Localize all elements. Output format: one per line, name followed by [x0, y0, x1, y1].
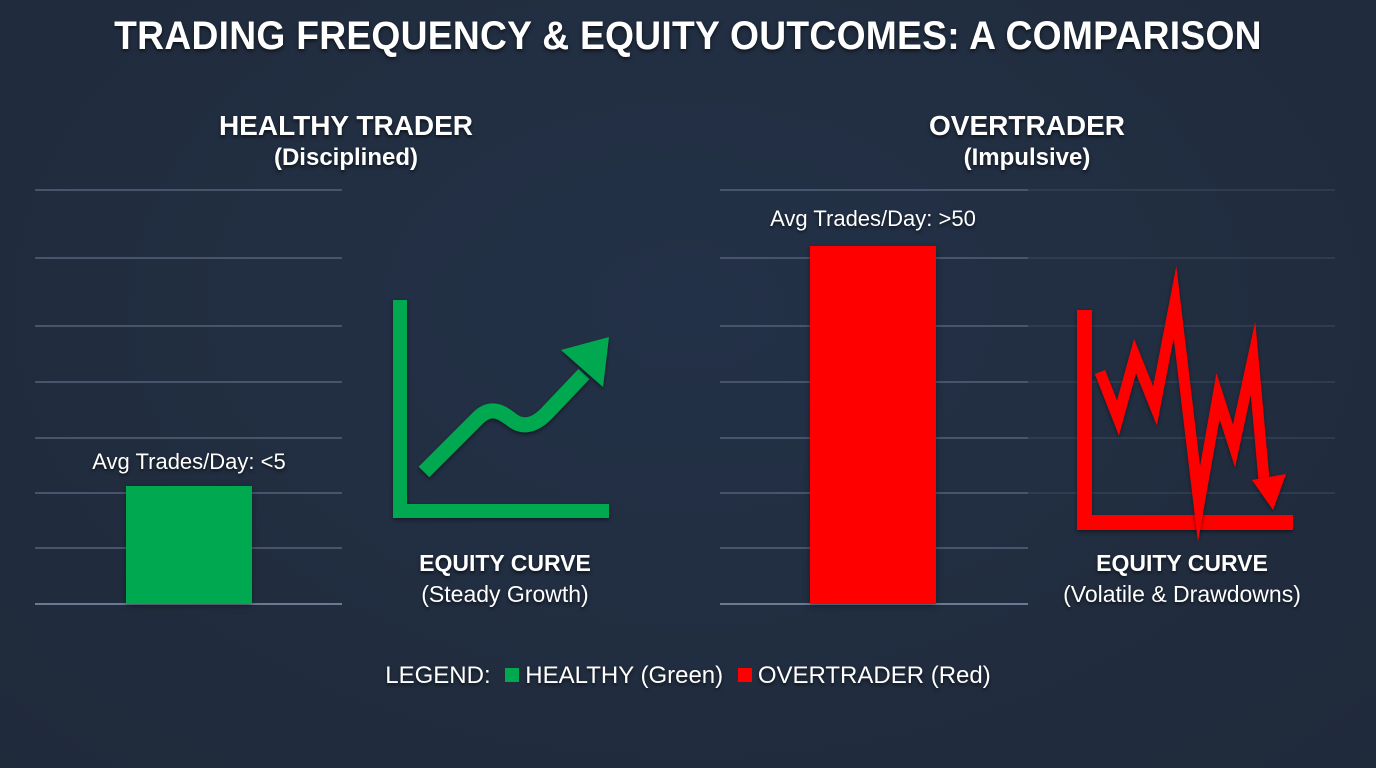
overtrader-curve-title: EQUITY CURVE [1096, 550, 1268, 576]
grid-line [1028, 189, 1335, 191]
overtrader-curve-subtitle: (Volatile & Drawdowns) [1063, 581, 1301, 607]
legend-item-healthy: HEALTHY (Green) [525, 662, 724, 689]
healthy-panel-subtitle: (Disciplined) [273, 144, 418, 171]
legend-prefix: LEGEND: [385, 662, 491, 689]
overtrader-bar-label: Avg Trades/Day: >50 [770, 206, 976, 231]
grid-line [35, 437, 342, 439]
healthy-bar [126, 486, 252, 604]
healthy-curve-caption: EQUITY CURVE (Steady Growth) [360, 548, 650, 610]
overtrader-panel-subtitle: (Impulsive) [963, 144, 1091, 171]
legend: LEGEND: HEALTHY (Green) OVERTRADER (Red) [0, 662, 1376, 690]
legend-item-overtrader: OVERTRADER (Red) [757, 662, 991, 689]
grid-line [1028, 492, 1335, 494]
grid-line [35, 381, 342, 383]
healthy-panel-title: HEALTHY TRADER [218, 110, 474, 141]
overtrader-bar [810, 246, 936, 604]
legend-swatch-healthy [505, 667, 520, 682]
healthy-bar-label: Avg Trades/Day: <5 [92, 449, 286, 474]
overtrader-panel-title: OVERTRADER [928, 110, 1125, 141]
legend-swatch-overtrader [737, 667, 752, 682]
grid-line [720, 189, 1028, 191]
page-title: TRADING FREQUENCY & EQUITY OUTCOMES: A C… [114, 14, 1262, 58]
grid-line [35, 325, 342, 327]
grid-line [35, 257, 342, 259]
healthy-curve-subtitle: (Steady Growth) [421, 581, 589, 607]
grid-line [35, 189, 342, 191]
baseline [720, 603, 1028, 605]
baseline [35, 603, 342, 605]
healthy-curve-title: EQUITY CURVE [419, 550, 591, 576]
grid-line [1028, 437, 1335, 439]
overtrader-curve-caption: EQUITY CURVE (Volatile & Drawdowns) [1030, 548, 1334, 610]
grid-line [1028, 257, 1335, 259]
